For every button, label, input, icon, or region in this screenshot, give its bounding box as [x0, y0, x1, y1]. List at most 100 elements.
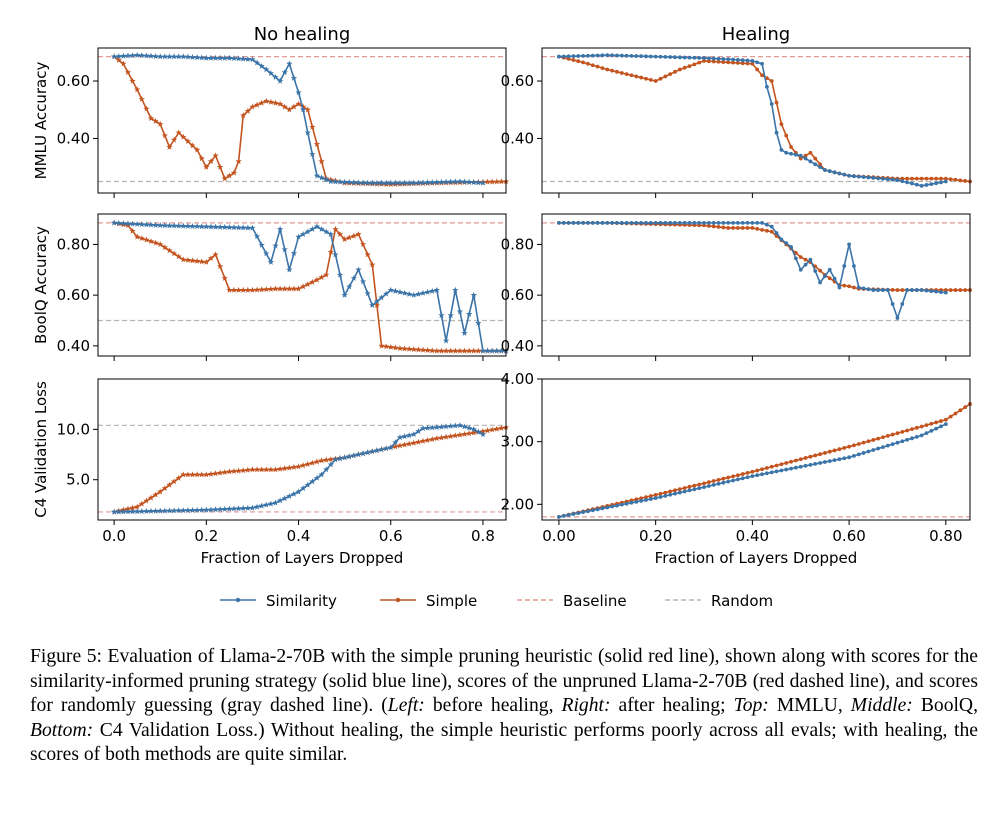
data-point [958, 178, 963, 183]
data-point [808, 257, 813, 262]
data-point [634, 499, 639, 504]
data-point [378, 342, 385, 349]
data-point [452, 422, 459, 429]
data-point [856, 285, 861, 290]
data-point [798, 153, 803, 158]
data-point [677, 487, 682, 492]
data-point [157, 507, 164, 514]
data-point [129, 52, 136, 59]
data-point [890, 432, 895, 437]
data-point [818, 268, 822, 273]
data-point [410, 431, 417, 438]
data-point [166, 143, 173, 150]
data-point [290, 490, 298, 497]
data-point [590, 53, 595, 58]
data-point [272, 73, 279, 80]
plot-frame [97, 378, 507, 521]
data-point [170, 478, 178, 485]
data-point [615, 220, 619, 225]
data-point [731, 474, 735, 479]
data-point [120, 220, 127, 227]
data-point [697, 482, 702, 487]
data-point [286, 60, 293, 67]
data-point [653, 79, 658, 83]
data-point [272, 285, 279, 292]
data-point [304, 281, 311, 288]
data-point [207, 158, 215, 165]
data-point [175, 222, 182, 229]
data-point [230, 467, 238, 474]
data-point [129, 508, 136, 515]
data-point [461, 430, 468, 437]
data-point [586, 509, 590, 514]
data-point [470, 426, 477, 433]
data-point [470, 179, 477, 186]
data-point [644, 498, 648, 502]
data-point [281, 465, 288, 472]
data-point [323, 271, 330, 278]
data-point [624, 501, 629, 506]
data-point [212, 251, 219, 258]
data-point [184, 138, 192, 144]
y-tick-label: 0.40 [57, 129, 90, 147]
data-point [837, 457, 842, 462]
data-point [189, 506, 196, 513]
data-point [170, 53, 178, 60]
data-point [341, 454, 348, 461]
caption-middle-label: Middle: [850, 695, 913, 716]
data-point [943, 422, 948, 427]
data-point [929, 428, 934, 433]
data-point [406, 179, 413, 186]
data-point [240, 224, 247, 231]
data-point [129, 77, 136, 84]
data-point [764, 222, 769, 227]
legend-similarity-label: Similarity [266, 592, 337, 610]
series-line [113, 55, 507, 186]
data-point [895, 178, 900, 182]
data-point [735, 220, 740, 225]
data-point [336, 271, 344, 278]
data-point [189, 223, 196, 229]
x-tick-label: 0.4 [287, 527, 311, 545]
data-point [484, 427, 491, 434]
data-point [124, 508, 132, 515]
data-point [267, 98, 275, 105]
data-point [272, 499, 279, 506]
data-point [808, 159, 813, 164]
data-point [910, 176, 914, 181]
data-point [895, 440, 900, 445]
data-point [595, 507, 600, 512]
data-point [263, 97, 270, 104]
data-point [120, 52, 127, 59]
data-point [900, 439, 905, 444]
data-point [876, 176, 881, 181]
data-point [267, 500, 275, 507]
data-point [226, 468, 233, 475]
data-point [355, 179, 362, 186]
data-point [852, 453, 856, 458]
data-point [605, 220, 610, 225]
data-point [295, 100, 302, 107]
data-point [929, 176, 934, 181]
data-point [692, 483, 697, 488]
data-point [905, 437, 910, 442]
data-point [134, 508, 141, 515]
data-point [779, 122, 784, 126]
data-point [323, 176, 330, 183]
data-point [885, 288, 890, 292]
caption-part-5: BoolQ, [912, 695, 978, 716]
data-point [461, 347, 468, 354]
data-point [383, 343, 390, 350]
data-point [823, 460, 827, 464]
data-point [939, 176, 943, 181]
data-point [230, 505, 238, 512]
data-point [706, 220, 711, 225]
data-point [856, 174, 861, 179]
data-point [663, 55, 668, 59]
data-point [180, 133, 187, 140]
plot-frame [97, 213, 507, 357]
data-point [648, 497, 653, 501]
data-point [489, 426, 496, 433]
data-point [369, 179, 376, 186]
data-point [198, 223, 205, 230]
